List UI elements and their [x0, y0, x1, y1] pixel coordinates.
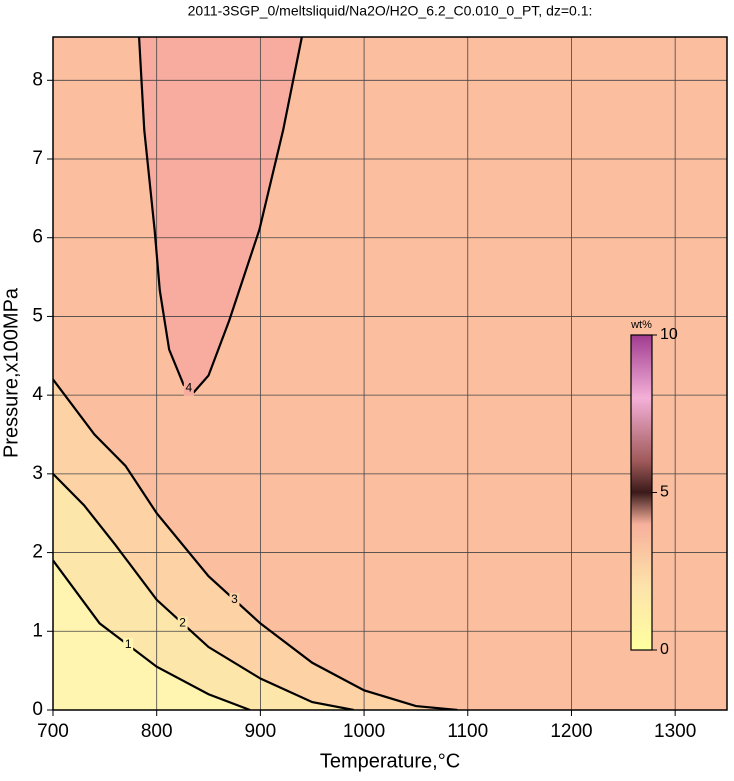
x-tick-label: 1200	[550, 721, 592, 742]
overlay: 700 800 900 1000 1100 1200 1300 0 1 2 3 4 5 6 7 8 wt% 0 5 1…	[32, 36, 728, 742]
y-tick-label: 3	[32, 463, 43, 484]
contour-label: 4	[185, 381, 192, 395]
x-tick-label: 1300	[654, 721, 696, 742]
y-axis-label: Pressure,x100MPa	[0, 287, 22, 458]
colorbar	[630, 334, 653, 651]
y-tick-label: 0	[32, 699, 43, 720]
x-tick-label: 700	[37, 721, 69, 742]
colorbar-tick-label: 10	[660, 326, 678, 343]
contour-fill	[139, 37, 302, 392]
y-tick-label: 7	[32, 148, 43, 169]
contour-label-bg	[177, 616, 188, 631]
contour-label-bg	[229, 592, 240, 607]
contour-label: 3	[231, 592, 238, 606]
contour-label: 1	[125, 637, 132, 651]
x-axis-label: Temperature,°C	[320, 750, 460, 772]
x-tick-label: 900	[245, 721, 277, 742]
plot-area: 3 2 1 4	[53, 37, 727, 710]
x-tick-label: 1100	[447, 721, 488, 742]
x-tick-label: 1000	[343, 721, 385, 742]
colorbar-tick-label: 0	[660, 641, 669, 658]
chart-title: 2011-3SGP_0/meltsliquid/Na2O/H2O_6.2_C0.…	[188, 3, 593, 19]
y-tick-label: 6	[32, 227, 43, 248]
y-tick-label: 5	[32, 305, 43, 326]
x-tick-label: 800	[141, 721, 173, 742]
y-tick-label: 8	[32, 69, 43, 90]
contour-label-bg	[183, 381, 194, 396]
y-tick-label: 4	[32, 384, 43, 405]
plot-frame	[52, 36, 728, 711]
contour-label-bg	[123, 638, 134, 653]
contour-fill	[53, 560, 251, 710]
y-tick-label: 2	[32, 542, 43, 563]
contour-line	[53, 559, 251, 710]
y-tick-label: 1	[32, 620, 43, 641]
colorbar-label: wt%	[630, 319, 652, 331]
colorbar-tick-label: 5	[660, 484, 669, 501]
contour-label: 2	[179, 616, 186, 630]
